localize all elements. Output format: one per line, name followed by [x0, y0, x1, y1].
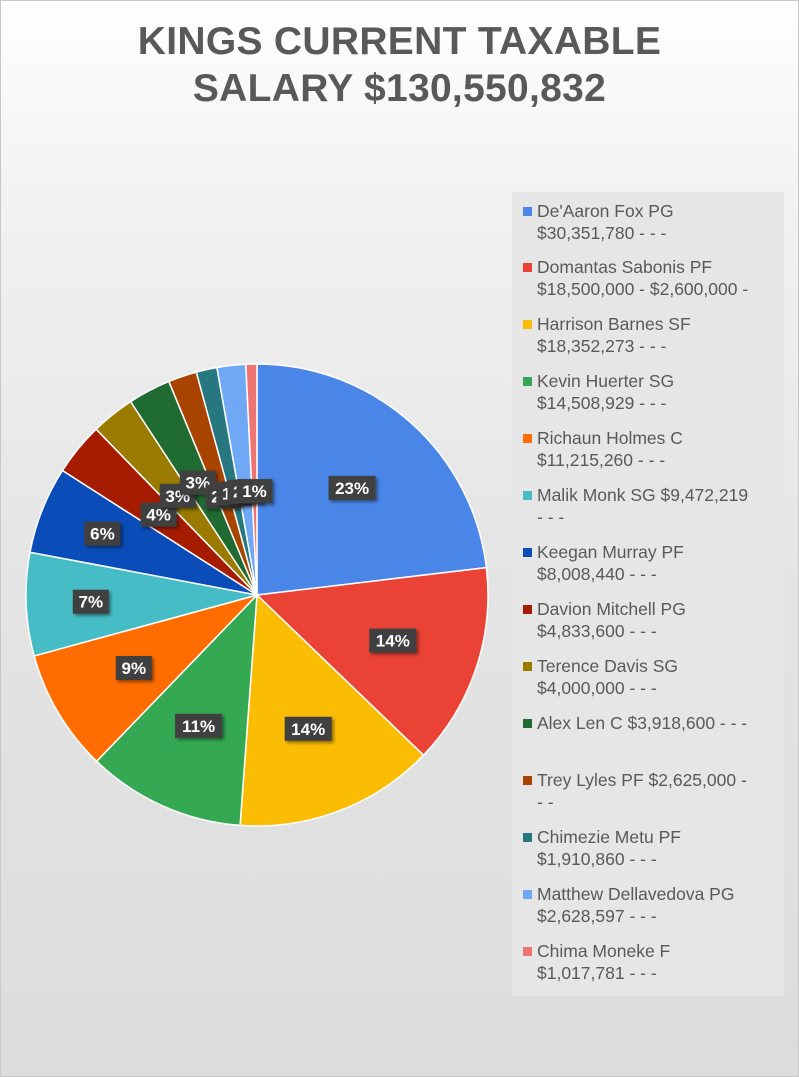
- pie-data-label-box: [284, 716, 332, 741]
- legend-label-line: Chima Moneke F: [537, 941, 671, 961]
- legend-label: Harrison Barnes SF $18,352,273 - - -: [537, 313, 787, 357]
- legend-swatch: [523, 776, 532, 785]
- legend-label-line: Chimezie Metu PF: [537, 827, 681, 847]
- legend-label-line: Matthew Dellavedova PG: [537, 884, 735, 904]
- pie-data-label-box: [236, 479, 273, 504]
- pie-data-label: 23%: [328, 475, 376, 500]
- pie-data-label: 4%: [140, 502, 177, 527]
- pie-data-label-text: 1%: [242, 482, 267, 501]
- legend-label-line: $2,628,597 - - -: [537, 906, 657, 926]
- pie-data-label-text: 9%: [122, 659, 147, 678]
- pie-data-label-text: 11%: [182, 717, 215, 736]
- legend-label: Keegan Murray PF $8,008,440 - - -: [537, 541, 787, 585]
- legend-swatch: [523, 263, 532, 272]
- legend-label-line: Domantas Sabonis PF: [537, 257, 713, 277]
- pie-data-label-text: 14%: [376, 632, 410, 651]
- pie-slice: [239, 593, 425, 827]
- legend-label-line: Keegan Murray PF: [537, 542, 684, 562]
- legend-label-line: Terence Davis SG: [537, 656, 679, 676]
- legend-label-line: De'Aaron Fox PG: [537, 201, 674, 221]
- legend-label: Alex Len C $3,918,600 - - -: [537, 712, 787, 734]
- legend-label-line: $11,215,260 - - -: [537, 450, 666, 470]
- legend-label-line: Harrison Barnes SF: [537, 314, 691, 334]
- pie-slice: [95, 592, 258, 827]
- pie-data-label-box: [115, 656, 152, 680]
- legend-label-line: Trey Lyles PF $2,625,000 -: [537, 770, 747, 790]
- legend-label-line: $1,910,860 - - -: [537, 849, 657, 869]
- legend-label-line: Richaun Holmes C: [537, 428, 683, 448]
- legend-label: Davion Mitchell PG $4,833,600 - - -: [537, 598, 787, 642]
- legend-label: Chima Moneke F $1,017,781 - - -: [537, 940, 787, 984]
- legend-swatch: [523, 377, 532, 386]
- legend-label: Kevin Huerter SG $14,508,929 - - -: [537, 370, 787, 414]
- legend-label-line: $18,500,000 - $2,600,000 -: [537, 279, 749, 299]
- pie-data-label-text: 14%: [291, 720, 325, 739]
- legend-label: Domantas Sabonis PF $18,500,000 - $2,600,…: [537, 256, 787, 300]
- pie-data-label-text: 6%: [90, 525, 115, 544]
- pie-data-labels: 23%14%14%11%9%7%6%4%3%3%2%1%2%1%: [72, 470, 417, 741]
- legend-swatch: [523, 207, 532, 216]
- legend-label-line: $4,833,600 - - -: [537, 621, 657, 641]
- pie-data-label-box: [72, 589, 109, 614]
- pie-slice: [255, 566, 489, 757]
- pie-data-label-box: [84, 521, 121, 546]
- pie-data-label: 7%: [72, 589, 109, 614]
- legend-label-line: $14,508,929 - - -: [537, 393, 667, 413]
- pie-slice: [25, 551, 258, 657]
- legend-label: Trey Lyles PF $2,625,000 - - -: [537, 769, 787, 813]
- legend-swatch: [523, 434, 532, 443]
- pie-data-label: 1%: [236, 479, 273, 504]
- legend-label-line: Davion Mitchell PG: [537, 599, 686, 619]
- legend-label-line: $1,017,781 - - -: [537, 963, 657, 983]
- chart-title-line-2: SALARY $130,550,832: [192, 67, 607, 110]
- legend-label-line: - - -: [537, 507, 565, 527]
- pie-data-label-text: 7%: [79, 593, 104, 612]
- legend-label-line: Malik Monk SG $9,472,219: [537, 485, 749, 505]
- pie-data-label-box: [140, 502, 177, 527]
- legend-label-line: Kevin Huerter SG: [537, 371, 675, 391]
- chart-title-line-1: KINGS CURRENT TAXABLE: [137, 20, 662, 63]
- legend-label: Terence Davis SG $4,000,000 - - -: [537, 655, 787, 699]
- pie-data-label-text: 4%: [146, 506, 171, 525]
- pie-data-label: 6%: [84, 521, 121, 546]
- legend-label: Chimezie Metu PF $1,910,860 - - -: [537, 826, 787, 870]
- pie-data-label-box: [369, 628, 417, 653]
- legend-swatch: [523, 833, 532, 842]
- pie-data-label: 14%: [369, 628, 417, 653]
- legend-label: Matthew Dellavedova PG $2,628,597 - - -: [537, 883, 787, 927]
- legend-label-line: $30,351,780 - - -: [537, 223, 667, 243]
- legend-swatch: [523, 947, 532, 956]
- legend-swatch: [523, 548, 532, 557]
- legend-label-line: $4,000,000 - - -: [537, 678, 657, 698]
- pie-data-label-box: [175, 713, 223, 738]
- chart-title: KINGS CURRENT TAXABLE SALARY $130,550,83…: [0, 18, 799, 112]
- legend-label-line: $18,352,273 - - -: [537, 336, 667, 356]
- legend-swatch: [523, 320, 532, 329]
- legend-swatch: [523, 662, 532, 671]
- pie-data-label: 9%: [115, 656, 152, 680]
- pie-data-label-text: 3%: [186, 474, 211, 493]
- pie-data-label: 11%: [175, 713, 223, 738]
- legend-label-line: Alex Len C $3,918,600 - - -: [537, 713, 748, 733]
- legend-swatch: [523, 491, 532, 500]
- legend-swatch: [523, 719, 532, 728]
- legend-swatch: [523, 890, 532, 899]
- pie-data-label-box: [328, 475, 376, 500]
- pie-data-label-text: 23%: [335, 479, 369, 498]
- legend-label: De'Aaron Fox PG $30,351,780 - - -: [537, 200, 787, 244]
- legend: De'Aaron Fox PG $30,351,780 - - - Domantas…: [512, 192, 784, 996]
- legend-label-line: - -: [537, 792, 554, 812]
- legend-label: Richaun Holmes C $11,215,260 - - -: [537, 427, 787, 471]
- legend-label-line: $8,008,440 - - -: [537, 564, 657, 584]
- legend-swatch: [523, 605, 532, 614]
- pie-data-label: 14%: [284, 716, 332, 741]
- legend-label: Malik Monk SG $9,472,219- - -: [537, 484, 787, 528]
